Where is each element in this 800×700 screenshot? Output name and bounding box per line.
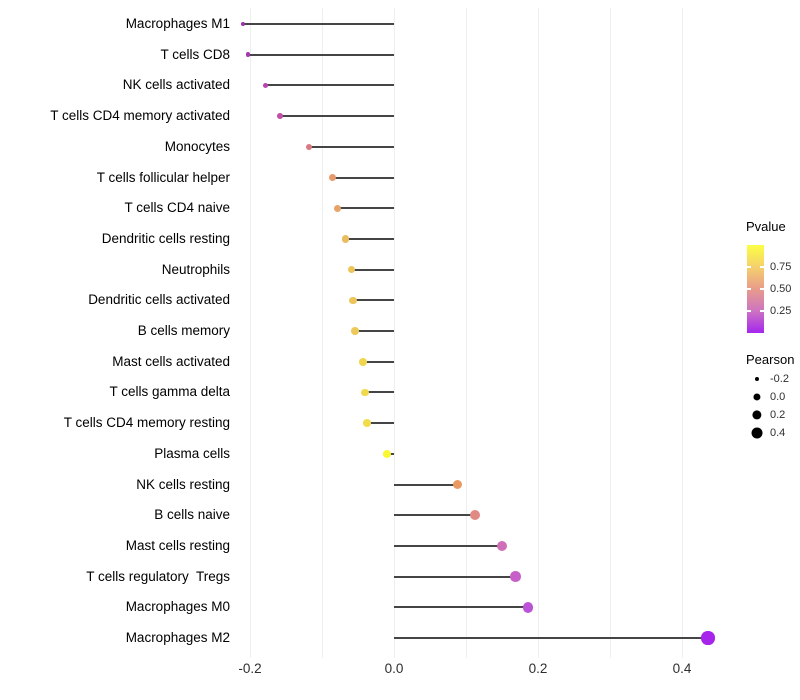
lollipop-dot xyxy=(470,510,481,521)
pvalue-tick-label: 0.75 xyxy=(770,261,792,273)
category-label: Monocytes xyxy=(164,138,230,154)
lollipop-stem xyxy=(394,637,708,639)
lollipop-stem xyxy=(366,422,394,425)
lollipop-dot xyxy=(240,21,246,27)
lollipop-dot xyxy=(361,388,370,397)
category-label: T cells regulatory Tregs xyxy=(86,568,230,584)
lollipop-stem xyxy=(309,145,394,148)
category-label: Dendritic cells activated xyxy=(88,292,230,308)
lollipop-stem xyxy=(242,23,394,25)
lollipop-stem xyxy=(394,544,502,547)
category-label: Macrophages M0 xyxy=(125,599,230,615)
pearson-size-label: -0.2 xyxy=(770,373,789,385)
category-label: T cells CD4 memory activated xyxy=(50,108,230,124)
category-label: B cells memory xyxy=(137,323,230,338)
pvalue-tick-mark xyxy=(760,310,764,312)
lollipop-dot xyxy=(701,631,715,645)
category-label: Macrophages M2 xyxy=(125,630,230,645)
category-label: Plasma cells xyxy=(154,445,230,461)
lollipop-stem xyxy=(394,606,528,609)
gridline xyxy=(466,8,467,658)
lollipop-stem xyxy=(337,207,394,210)
category-label: T cells gamma delta xyxy=(109,384,230,400)
lollipop-dot xyxy=(277,113,284,119)
pvalue-tick-mark xyxy=(760,288,764,290)
lollipop-dot xyxy=(349,296,357,305)
lollipop-stem xyxy=(394,514,476,517)
lollipop-dot xyxy=(496,540,508,552)
category-label: Dendritic cells resting xyxy=(101,230,230,246)
category-label: NK cells activated xyxy=(122,77,230,93)
lollipop-stem xyxy=(332,176,394,179)
gridline xyxy=(250,8,251,658)
lollipop-stem xyxy=(352,299,394,302)
lollipop-dot xyxy=(347,265,356,274)
y-axis-labels: Macrophages M1 T cells CD8 NK cells activa… xyxy=(0,8,230,658)
lollipop-dot xyxy=(333,204,341,212)
lollipop-stem xyxy=(247,53,394,56)
lollipop-dot xyxy=(342,235,350,243)
lollipop-stem xyxy=(365,391,394,394)
gridline xyxy=(682,8,683,658)
gridline xyxy=(394,8,395,658)
lollipop-stem xyxy=(355,330,394,332)
lollipop-dot xyxy=(362,419,371,427)
x-axis-ticks: -0.2 0.0 0.2 0.4 xyxy=(236,661,788,679)
gridline xyxy=(538,8,539,658)
pvalue-tick-label: 0.25 xyxy=(770,305,792,317)
category-label: NK cells resting xyxy=(136,476,230,492)
lollipop-dot xyxy=(522,601,534,613)
lollipop-dot xyxy=(305,143,313,151)
pearson-size-label: 0.0 xyxy=(770,391,786,403)
lollipop-dot xyxy=(452,479,463,490)
pearson-size-dot xyxy=(754,376,760,382)
lollipop-dot xyxy=(245,52,251,57)
pvalue-tick-mark xyxy=(747,288,751,290)
category-label: T cells follicular helper xyxy=(96,169,230,185)
legend-pearson-title: Pearson xyxy=(746,352,795,367)
x-tick-label: 0.0 xyxy=(384,661,404,676)
lollipop-stem xyxy=(280,115,394,118)
category-label: Macrophages M1 xyxy=(125,16,230,31)
lollipop-stem xyxy=(394,483,458,486)
category-label: Mast cells activated xyxy=(112,353,230,369)
pearson-size-label: 0.2 xyxy=(770,409,786,421)
lollipop-stem xyxy=(265,84,394,87)
category-label: Neutrophils xyxy=(161,261,230,277)
lollipop-stem xyxy=(351,268,394,271)
pearson-size-dot xyxy=(752,410,762,420)
category-label: T cells CD4 memory resting xyxy=(63,415,230,431)
gridline xyxy=(322,8,323,658)
pvalue-tick-label: 0.50 xyxy=(770,283,792,295)
pvalue-colorbar xyxy=(747,245,764,333)
lollipop-dot xyxy=(328,173,336,182)
lollipop-dot xyxy=(382,449,391,458)
category-label: T cells CD4 naive xyxy=(124,200,230,216)
lollipop-stem xyxy=(345,237,394,240)
lollipop-stem xyxy=(394,575,516,578)
gridline xyxy=(610,8,611,658)
lollipop-stem xyxy=(363,360,394,363)
x-tick-label: 0.4 xyxy=(672,661,692,676)
lollipop-dot xyxy=(359,357,367,366)
pearson-size-dot xyxy=(753,393,761,401)
legend-pvalue-title: Pvalue xyxy=(746,219,786,234)
category-label: T cells CD8 xyxy=(160,46,230,62)
pvalue-tick-mark xyxy=(747,266,751,268)
pearson-size-label: 0.4 xyxy=(770,427,786,439)
lollipop-dot xyxy=(262,82,268,88)
category-label: Mast cells resting xyxy=(125,537,230,553)
lollipop-dot xyxy=(510,571,521,582)
pvalue-tick-mark xyxy=(760,266,764,268)
lollipop-dot xyxy=(351,327,359,335)
x-tick-label: 0.2 xyxy=(528,661,548,676)
pvalue-tick-mark xyxy=(747,310,751,312)
plot-panel xyxy=(236,8,788,658)
x-tick-label: -0.2 xyxy=(238,661,262,676)
category-label: B cells naive xyxy=(154,507,230,523)
pearson-size-dot xyxy=(751,427,763,439)
